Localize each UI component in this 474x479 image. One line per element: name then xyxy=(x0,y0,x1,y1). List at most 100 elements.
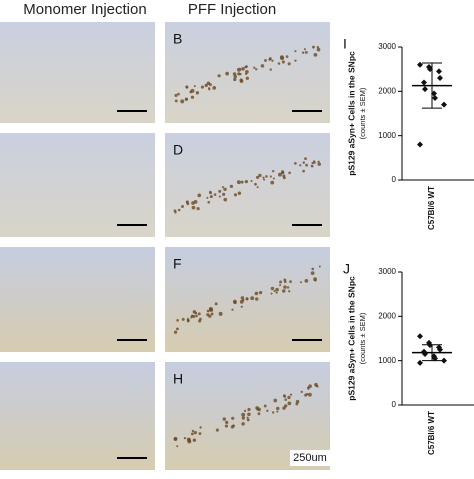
stain xyxy=(236,180,241,185)
stain xyxy=(307,392,312,397)
stain xyxy=(310,164,314,168)
stain xyxy=(277,62,281,65)
stain xyxy=(221,186,224,189)
stain xyxy=(181,317,185,321)
panel-letter: J xyxy=(343,261,350,277)
stain xyxy=(209,307,212,310)
stain xyxy=(236,67,241,72)
stain xyxy=(257,412,261,416)
stain xyxy=(270,180,275,185)
stain xyxy=(233,300,237,305)
stain xyxy=(255,175,260,179)
stain xyxy=(199,317,202,321)
stain xyxy=(314,279,317,282)
data-point xyxy=(432,94,438,101)
stain xyxy=(285,55,289,58)
stain xyxy=(223,187,227,192)
stain xyxy=(218,189,222,193)
stain xyxy=(199,426,202,429)
stain xyxy=(193,200,198,204)
stain xyxy=(224,424,229,428)
column-title: PFF Injection xyxy=(188,1,276,18)
stain xyxy=(206,309,210,313)
stain xyxy=(210,312,214,316)
stain xyxy=(276,406,280,411)
stain xyxy=(250,179,253,182)
scale-label: 250um xyxy=(293,452,327,464)
stain xyxy=(247,407,251,412)
stain xyxy=(197,193,202,198)
stain xyxy=(302,169,305,173)
stain xyxy=(250,296,255,301)
stain xyxy=(260,64,265,68)
stain xyxy=(288,171,291,175)
stain xyxy=(245,70,249,74)
stain xyxy=(305,163,309,167)
y-axis-title: pS129 aSyn+ Cells in the SNpc xyxy=(346,51,356,176)
stain xyxy=(240,180,244,184)
y-axis-title: pS129 aSyn+ Cells in the SNpc xyxy=(346,276,356,401)
stain xyxy=(287,401,292,406)
stain xyxy=(280,56,285,61)
stain xyxy=(218,195,221,198)
stain xyxy=(276,410,279,413)
stain xyxy=(192,314,196,318)
stain xyxy=(206,81,211,86)
stain xyxy=(241,67,245,71)
stain xyxy=(258,173,262,178)
stain xyxy=(255,297,259,301)
stain xyxy=(299,281,302,284)
stain xyxy=(308,384,312,388)
y-tick-label: 2000 xyxy=(378,86,396,95)
stain xyxy=(301,51,305,54)
stain xyxy=(258,290,263,295)
x-tick-label: C57Bl/6 WT xyxy=(427,186,436,230)
stain xyxy=(173,437,178,441)
stain xyxy=(225,71,229,76)
stain xyxy=(265,175,268,178)
data-point xyxy=(417,61,423,68)
data-point xyxy=(441,357,447,364)
stain xyxy=(231,416,235,420)
stain xyxy=(223,197,228,202)
stain xyxy=(195,91,200,95)
stain xyxy=(287,395,291,400)
stain xyxy=(191,205,196,210)
data-point xyxy=(441,101,447,108)
stain xyxy=(275,291,278,294)
stain xyxy=(271,411,275,414)
column-title: Monomer Injection xyxy=(23,1,146,18)
micrograph xyxy=(0,362,155,470)
stain xyxy=(304,393,308,397)
stain xyxy=(231,308,234,311)
stain xyxy=(190,432,194,436)
stain xyxy=(300,390,303,393)
stain xyxy=(247,412,251,417)
stain xyxy=(192,438,197,442)
stain xyxy=(317,162,321,166)
data-point xyxy=(417,141,423,148)
data-point xyxy=(427,342,433,349)
stain xyxy=(198,432,202,435)
stain xyxy=(311,161,314,165)
stain xyxy=(304,278,309,283)
stain xyxy=(268,58,271,61)
data-point xyxy=(422,86,428,93)
stain xyxy=(225,420,229,425)
stain xyxy=(284,404,288,408)
stain xyxy=(278,172,282,177)
stain xyxy=(174,211,177,214)
stain xyxy=(241,416,246,420)
stain xyxy=(287,62,291,66)
stain xyxy=(193,85,196,88)
stain xyxy=(286,286,290,289)
y-axis-note: (counts ± SEM) xyxy=(358,312,367,364)
stain xyxy=(177,208,181,212)
stain xyxy=(191,429,195,433)
stain xyxy=(240,296,245,300)
stain xyxy=(262,176,265,179)
stain xyxy=(200,85,204,89)
stain xyxy=(282,289,286,293)
stain xyxy=(294,50,297,53)
